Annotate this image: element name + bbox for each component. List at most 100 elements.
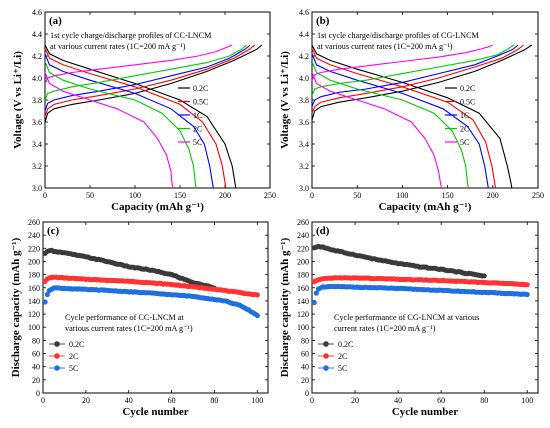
y-tick-label: 200: [28, 257, 40, 266]
series-5C-point: [313, 290, 319, 296]
y-tick-label: 3.8: [32, 96, 42, 105]
panel-label: (a): [49, 15, 62, 27]
series-2C-charge-line: [45, 44, 247, 101]
y-tick-label: 3.2: [299, 162, 309, 171]
annotation-line-1: Cycle performance of CC-LNCM at: [65, 313, 184, 322]
series-0.5C-discharge-line: [45, 48, 227, 188]
legend-label-2C: 2C: [338, 352, 347, 361]
x-tick-label: 200: [487, 191, 499, 200]
y-tick-label: 100: [297, 323, 309, 332]
series-0.2C-discharge-line: [312, 44, 513, 188]
legend-label-0.2C: 0.2C: [338, 340, 353, 349]
series-2C-discharge-line: [45, 61, 197, 188]
series-5C-point: [44, 291, 50, 298]
series-2C-point: [524, 282, 530, 288]
series-5C-point: [312, 299, 317, 306]
series-1C-discharge-line: [312, 53, 489, 188]
y-tick-label: 4.0: [299, 74, 309, 83]
panel-label: (d): [316, 225, 330, 237]
series-0.2C-point: [481, 273, 487, 279]
legend-marker-2C: [323, 353, 329, 359]
y-tick-label: 100: [28, 323, 40, 332]
y-tick-label: 180: [28, 271, 40, 280]
x-tick-label: 0: [41, 396, 45, 405]
annotation-line-1: Cycle performance of CG-LNCM at various: [334, 313, 479, 322]
legend-label-0.2C: 0.2C: [193, 84, 208, 93]
y-tick-label: 4.4: [32, 30, 42, 39]
y-tick-label: 20: [32, 376, 40, 385]
x-tick-label: 150: [442, 191, 454, 200]
series-2C-charge-line: [312, 44, 514, 96]
y-tick-label: 4.6: [32, 8, 42, 17]
x-tick-label: 60: [168, 396, 176, 405]
panel-label: (b): [316, 15, 330, 27]
annotation-line-1: 1st cycle charge/discharge profiles of C…: [50, 31, 212, 40]
series-1C-charge-line: [312, 44, 519, 107]
series-1C-charge-line: [45, 44, 251, 112]
legend-label-0.2C: 0.2C: [460, 84, 475, 93]
legend-label-1C: 1C: [460, 111, 469, 120]
legend-marker-5C: [323, 365, 329, 371]
x-tick-label: 0: [43, 191, 47, 200]
series-0.5C-discharge-line: [312, 48, 497, 188]
data-layer: [312, 44, 533, 188]
series-5C-point: [43, 299, 48, 305]
y-tick-label: 60: [301, 350, 309, 359]
y-tick-label: 4.2: [299, 52, 309, 61]
y-axis-title: Voltage (V vs Li⁺/Li): [12, 51, 24, 149]
x-tick-label: 50: [86, 191, 94, 200]
y-tick-label: 140: [28, 297, 40, 306]
y-axis-title: Voltage (V vs Li⁺/Li): [279, 51, 291, 149]
y-tick-label: 140: [297, 297, 309, 306]
y-tick-label: 3.2: [32, 162, 42, 171]
legend-label-5C: 5C: [338, 364, 347, 373]
series-1C-discharge-line: [45, 53, 214, 188]
annotation-line-2: at various current rates (1C=200 mA g⁻¹): [50, 42, 186, 51]
y-tick-label: 180: [297, 271, 309, 280]
y-tick-label: 260: [28, 218, 40, 227]
legend-label-2C: 2C: [460, 125, 469, 134]
legend-marker-0.2C: [323, 341, 329, 347]
x-tick-label: 40: [125, 396, 133, 405]
y-tick-label: 260: [297, 218, 309, 227]
legend-marker-2C: [54, 353, 60, 359]
x-tick-label: 80: [210, 396, 218, 405]
series-0.2C-charge-line: [312, 44, 533, 120]
annotation-line-2: at various current rates (1C=200 mA g⁻¹): [317, 42, 453, 51]
series-2C-discharge-line: [312, 61, 469, 188]
data-layer: [45, 44, 263, 188]
y-tick-label: 60: [32, 350, 40, 359]
series-2C-point: [254, 292, 260, 298]
x-tick-label: 20: [351, 396, 359, 405]
x-tick-label: 250: [532, 191, 544, 200]
plot-frame: [311, 221, 539, 394]
y-tick-label: 240: [28, 231, 40, 240]
y-tick-label: 4.6: [299, 8, 309, 17]
y-tick-label: 3.4: [299, 140, 309, 149]
y-tick-label: 240: [297, 231, 309, 240]
y-tick-label: 40: [301, 363, 309, 372]
panel-label: (c): [47, 225, 60, 237]
x-axis-title: Cycle number: [392, 406, 458, 418]
legend-label-0.5C: 0.5C: [460, 98, 475, 107]
y-tick-label: 160: [297, 284, 309, 293]
x-tick-label: 100: [521, 396, 533, 405]
panel-b: 0 50 100 150 200 250 3.0 3.2 3.4 3.6 3.8 4.0 4.2 4.4 4…: [279, 8, 544, 213]
x-tick-label: 100: [396, 191, 408, 200]
legend-label-5C: 5C: [193, 138, 202, 147]
annotation-line-1: 1st cycle charge/discharge profiles of C…: [317, 31, 480, 40]
series-5C-charge-line: [45, 44, 233, 84]
legend-label-0.2C: 0.2C: [69, 340, 84, 349]
panel-a: 0 50 100 150 200 250 3.0 3.2 3.4 3.6 3.8 4.0 4.2 4.4 4…: [12, 8, 276, 213]
legend-marker-0.2C: [54, 341, 60, 347]
series-5C-point: [524, 291, 530, 298]
x-tick-label: 20: [82, 396, 90, 405]
series-5C-charge-line: [312, 44, 494, 81]
legend-label-5C: 5C: [69, 364, 78, 373]
legend-label-5C: 5C: [460, 138, 469, 147]
x-tick-label: 100: [129, 191, 141, 200]
y-axis-title: Discharge capacity (mAh g⁻¹): [279, 237, 291, 377]
plot-frame: [42, 221, 269, 394]
y-tick-label: 3.8: [299, 96, 309, 105]
